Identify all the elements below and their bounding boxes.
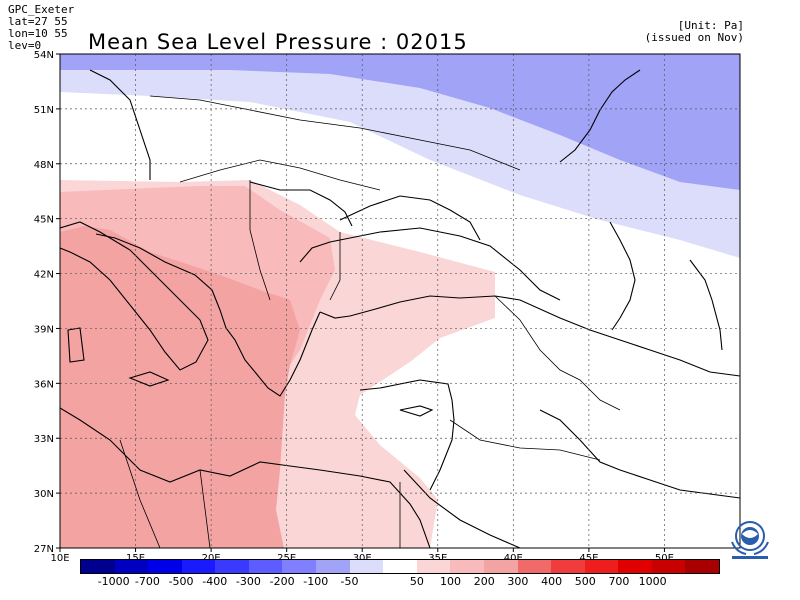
longitude-labels: 10E 15E 20E 25E 30E 35E 40E 45E 50E xyxy=(50,553,673,564)
lon-label: 25E xyxy=(277,553,296,564)
map-title: Mean Sea Level Pressure : 02015 xyxy=(88,30,468,54)
colorbar-swatch xyxy=(383,560,417,573)
colorbar-label: -700 xyxy=(134,575,160,588)
colorbar-label: 200 xyxy=(473,575,495,588)
colorbar-swatch xyxy=(81,560,115,573)
colorbar-label: 500 xyxy=(574,575,596,588)
lon-label: 45E xyxy=(579,553,598,564)
colorbar-swatch xyxy=(416,560,451,573)
colorbar-swatch xyxy=(450,560,484,573)
colorbar-swatch xyxy=(685,560,719,573)
lat-lon-grid xyxy=(60,54,740,548)
map-frame xyxy=(59,53,741,549)
colorbar-label: -500 xyxy=(168,575,194,588)
colorbar-swatch xyxy=(584,560,619,573)
colorbar-swatch xyxy=(551,560,585,573)
lat-range: lat=27 55 xyxy=(8,15,68,28)
lat-label: 54N xyxy=(34,50,54,61)
country-borders xyxy=(119,95,621,548)
level: lev=0 xyxy=(8,39,42,52)
colorbar xyxy=(80,559,720,574)
lon-range: lon=10 55 xyxy=(8,27,68,40)
colorbar-label: 50 xyxy=(409,575,424,588)
colorbar-swatch xyxy=(651,560,686,573)
lat-label: 48N xyxy=(34,160,54,171)
lat-label: 36N xyxy=(34,379,54,390)
colorbar-swatch xyxy=(316,560,350,573)
colorbar-swatch xyxy=(114,560,149,573)
lat-label: 30N xyxy=(34,489,54,500)
unit-block: [Unit: Pa] (issued on Nov) xyxy=(645,20,744,44)
dark-blue-band xyxy=(60,54,740,190)
colorbar-labels: -1000 -700 -500 -400 -300 -200 -100 -50 50 100 200… xyxy=(80,575,720,589)
lon-label: 35E xyxy=(428,553,447,564)
colorbar-label: -400 xyxy=(202,575,228,588)
lon-label: 10E xyxy=(50,553,69,564)
lon-label: 40E xyxy=(504,553,523,564)
colorbar-label: -1000 xyxy=(97,575,130,588)
lat-label: 51N xyxy=(34,105,54,116)
colorbar-swatch xyxy=(215,560,249,573)
lon-label: 15E xyxy=(126,553,145,564)
lat-label: 45N xyxy=(34,215,54,226)
tick-marks xyxy=(56,53,665,552)
coastlines xyxy=(60,69,740,548)
colorbar-swatch xyxy=(517,560,552,573)
lat-label: 39N xyxy=(34,324,54,335)
colorbar-label: -300 xyxy=(235,575,261,588)
lon-label: 50E xyxy=(655,553,674,564)
lon-label: 20E xyxy=(202,553,221,564)
colorbar-label: 100 xyxy=(440,575,462,588)
colorbar-swatch xyxy=(181,560,216,573)
unit-label: [Unit: Pa] xyxy=(677,19,744,32)
colorbar-swatch xyxy=(349,560,384,573)
colorbar-label: -100 xyxy=(303,575,329,588)
colorbar-label: 1000 xyxy=(638,575,667,588)
colorbar-swatch xyxy=(282,560,317,573)
wmo-logo-icon xyxy=(731,521,769,559)
map-area xyxy=(60,54,740,548)
salmon-region xyxy=(60,226,300,548)
colorbar-label: -200 xyxy=(269,575,295,588)
issued-label: (issued on Nov) xyxy=(644,31,744,44)
colorbar-label: 700 xyxy=(608,575,630,588)
latitude-labels: 54N 51N 48N 45N 42N 39N 36N 33N 30N 27N xyxy=(34,50,54,555)
lon-label: 30E xyxy=(353,553,372,564)
colorbar-label: -50 xyxy=(340,575,359,588)
lat-label: 27N xyxy=(34,544,54,555)
model-name: GPC_Exeter xyxy=(8,3,75,16)
colorbar-label: 400 xyxy=(541,575,563,588)
colorbar-swatch xyxy=(148,560,182,573)
lat-label: 42N xyxy=(34,270,54,281)
colorbar-label: 300 xyxy=(507,575,529,588)
metadata-block: GPC_Exeter lat=27 55 lon=10 55 lev=0 xyxy=(8,4,74,52)
lat-label: 33N xyxy=(34,434,54,445)
colorbar-swatch xyxy=(248,560,283,573)
colorbar-swatch xyxy=(618,560,652,573)
colorbar-swatch xyxy=(483,560,518,573)
